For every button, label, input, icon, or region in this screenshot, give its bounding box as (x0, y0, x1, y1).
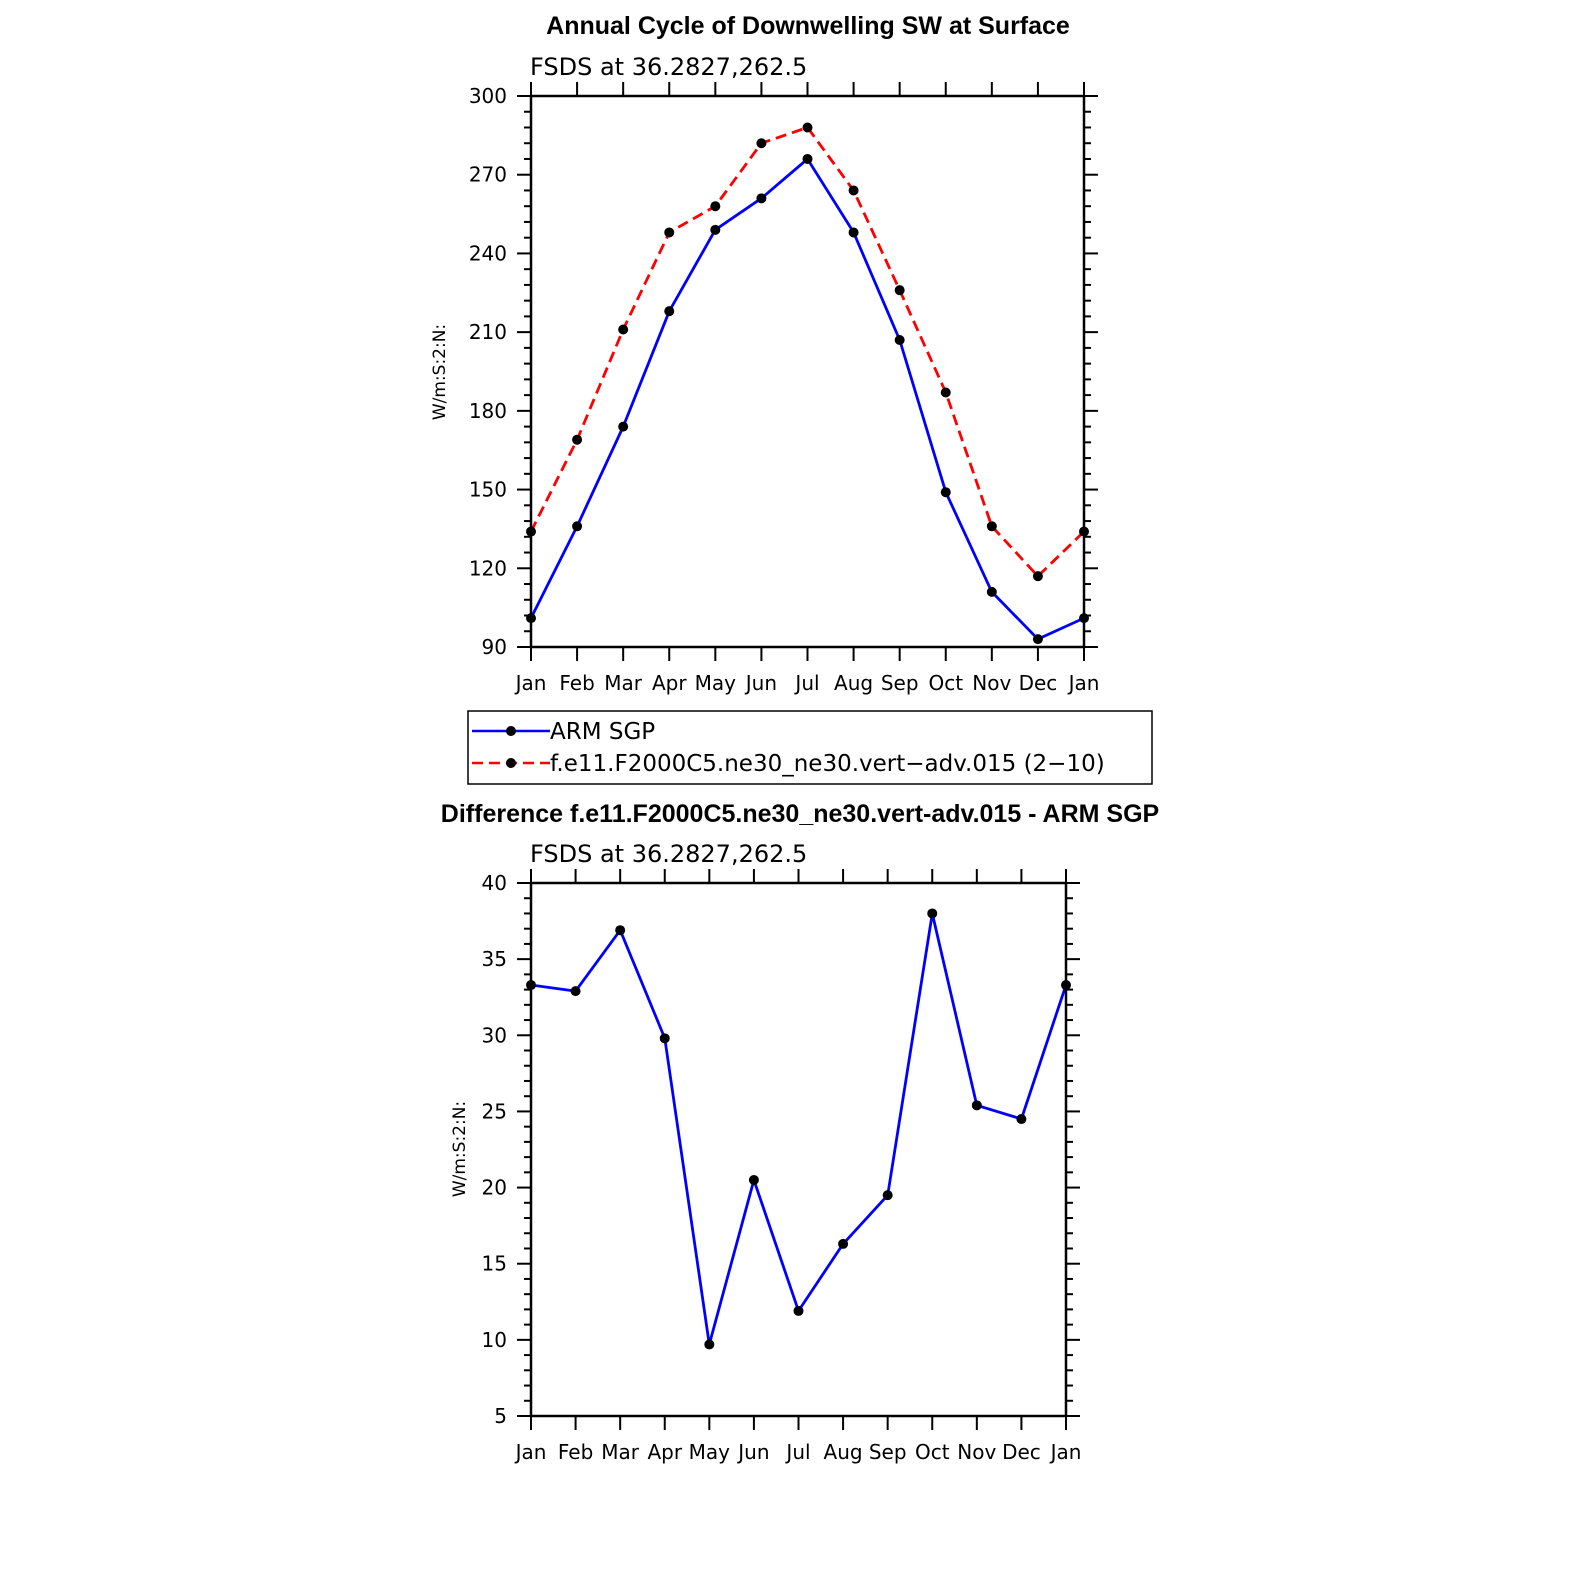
data-point (894, 285, 905, 296)
data-point (802, 153, 813, 164)
y-tick-label: 30 (482, 1023, 507, 1047)
x-tick-label: Nov (972, 671, 1011, 695)
x-tick-label: Sep (869, 1440, 907, 1464)
data-point (664, 227, 675, 238)
data-point (618, 324, 629, 335)
y-axis-label: W/m:S:2:N: (450, 1101, 470, 1197)
x-tick-label: Jul (793, 671, 819, 695)
y-tick-label: 210 (469, 320, 507, 344)
data-point (971, 1100, 982, 1111)
chart-title: Difference f.e11.F2000C5.ne30_ne30.vert-… (441, 800, 1159, 828)
y-axis-label: W/m:S:2:N: (430, 324, 450, 420)
data-point (756, 193, 767, 204)
difference-chart: Difference f.e11.F2000C5.ne30_ne30.vert-… (441, 800, 1159, 1464)
x-tick-label: Jun (744, 671, 777, 695)
x-tick-label: Oct (928, 671, 963, 695)
y-tick-label: 20 (482, 1176, 507, 1200)
x-tick-label: Apr (647, 1440, 682, 1464)
data-point (894, 335, 905, 346)
legend-entry-arm-sgp: ARM SGP (472, 719, 655, 745)
series-line (530, 912, 1068, 1346)
y-tick-label: 270 (469, 163, 507, 187)
data-point (756, 138, 767, 149)
annual-cycle-chart: Annual Cycle of Downwelling SW at Surfac… (430, 12, 1099, 695)
plot-frame (529, 94, 1086, 649)
series-line (529, 126, 1085, 578)
legend-entry-model: f.e11.F2000C5.ne30_ne30.vert−adv.015 (2−… (472, 751, 1105, 777)
y-tick-label: 90 (482, 635, 507, 659)
data-point (838, 1238, 849, 1249)
data-point (710, 224, 721, 235)
y-tick-label: 15 (482, 1252, 507, 1276)
x-tick-label: Jan (1049, 1440, 1082, 1464)
y-tick-label: 5 (494, 1404, 507, 1428)
data-point (618, 421, 629, 432)
x-tick-label: Dec (1002, 1440, 1041, 1464)
y-tick-label: 120 (469, 556, 507, 580)
data-point (986, 521, 997, 532)
chart-title: Annual Cycle of Downwelling SW at Surfac… (546, 12, 1070, 40)
data-point (659, 1033, 670, 1044)
x-tick-label: Jun (736, 1440, 769, 1464)
data-point (710, 201, 721, 212)
legend-label: ARM SGP (550, 719, 655, 745)
series-line (529, 157, 1085, 641)
x-tick-label: Sep (881, 671, 919, 695)
data-point (848, 227, 859, 238)
x-tick-label: Feb (559, 671, 594, 695)
data-point (848, 185, 859, 196)
chart-subtitle: FSDS at 36.2827,262.5 (530, 53, 807, 81)
x-tick-label: Mar (601, 1440, 640, 1464)
data-point (940, 387, 951, 398)
data-point (704, 1339, 715, 1350)
y-tick-label: 40 (482, 871, 507, 895)
data-point (793, 1305, 804, 1316)
data-point (1016, 1114, 1027, 1125)
y-tick-label: 150 (469, 478, 507, 502)
x-tick-label: Jan (514, 1440, 547, 1464)
x-tick-label: Mar (604, 671, 643, 695)
y-tick-label: 240 (469, 241, 507, 265)
y-tick-label: 300 (469, 84, 507, 108)
data-point (927, 908, 938, 919)
data-point (1032, 571, 1043, 582)
legend-marker (506, 758, 516, 768)
data-point (940, 487, 951, 498)
x-tick-label: Aug (824, 1440, 863, 1464)
x-tick-label: Jul (784, 1440, 810, 1464)
data-point (572, 434, 583, 445)
legend-label: f.e11.F2000C5.ne30_ne30.vert−adv.015 (2−… (550, 751, 1105, 777)
data-point (664, 306, 675, 317)
x-tick-label: Feb (558, 1440, 593, 1464)
plot-frame (529, 881, 1068, 1418)
chart-subtitle: FSDS at 36.2827,262.5 (530, 840, 807, 868)
data-point (615, 925, 626, 936)
x-tick-label: Oct (915, 1440, 950, 1464)
x-tick-label: Jan (514, 671, 547, 695)
legend: ARM SGP f.e11.F2000C5.ne30_ne30.vert−adv… (467, 710, 1153, 785)
y-tick-label: 10 (482, 1328, 507, 1352)
data-point (748, 1174, 759, 1185)
data-point (1032, 634, 1043, 645)
data-point (570, 986, 581, 997)
x-tick-label: Aug (834, 671, 873, 695)
y-tick-label: 25 (482, 1099, 507, 1123)
legend-marker (506, 726, 516, 736)
data-point (986, 586, 997, 597)
x-tick-label: May (689, 1440, 731, 1464)
x-tick-label: Jan (1067, 671, 1100, 695)
y-tick-label: 35 (482, 947, 507, 971)
x-tick-label: Dec (1019, 671, 1058, 695)
data-point (882, 1190, 893, 1201)
data-point (572, 521, 583, 532)
x-tick-label: Nov (957, 1440, 996, 1464)
data-point (802, 122, 813, 133)
y-tick-label: 180 (469, 399, 507, 423)
x-tick-label: May (695, 671, 737, 695)
legend-box (467, 710, 1153, 785)
x-tick-label: Apr (652, 671, 687, 695)
